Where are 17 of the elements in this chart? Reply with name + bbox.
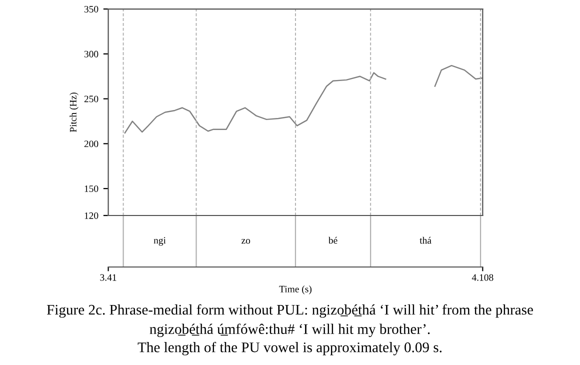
x-axis-title: Time (s) [279, 286, 312, 294]
text: thá [420, 236, 432, 244]
y-tick-label: 150 [84, 185, 98, 192]
y-tick-label: 200 [84, 140, 98, 148]
x-tick-label: 4.108 [472, 274, 494, 281]
y-tick-label: 250 [84, 96, 98, 102]
x-tick-label: 3.41 [100, 274, 116, 281]
y-axis-title: Pitch (Hz) [70, 92, 78, 132]
caption: Figure 2c. Phrase-medial form without PUL: ngizo̲bé̲thá ‘I will hit’ from the phrase [46, 304, 533, 318]
y-tick-label: 300 [84, 50, 98, 58]
text: The length of the PU vowel is approximately 0.09 s. [138, 342, 442, 356]
text: zo [242, 239, 250, 244]
y-tick-label: 350 [84, 6, 98, 12]
text: ngi [154, 237, 166, 246]
text: bé [328, 236, 338, 244]
y-tick-label: 120 [84, 212, 98, 219]
text: ngizo̲bé̲thá ú̲mfówê:thu# ‘I will hit my brother’. [150, 324, 430, 338]
